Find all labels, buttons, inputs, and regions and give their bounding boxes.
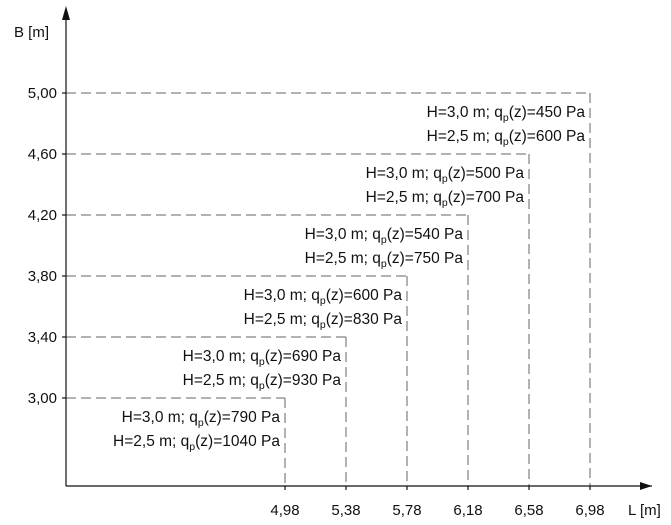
zone-label-suffix: (z)=830 Pa: [326, 311, 403, 328]
zone-label-prefix: H=3,0 m; q: [366, 165, 442, 182]
y-tick-label: 3,00: [28, 390, 57, 407]
zone-label-suffix: (z)=450 Pa: [509, 104, 586, 121]
zone-label-subscript: p: [198, 417, 204, 429]
zone-label-subscript: p: [259, 356, 265, 368]
x-tick-label: 4,98: [270, 502, 299, 519]
zone-label-subscript: p: [189, 441, 195, 453]
zone-boundaries: [66, 92, 591, 486]
y-tick-label: 5,00: [28, 85, 57, 102]
zone-label-suffix: (z)=750 Pa: [387, 250, 464, 267]
x-tick-label: 6,18: [453, 502, 482, 519]
zone-labels: H=3,0 m; qp(z)=790 PaH=2,5 m; qp(z)=1040…: [113, 104, 585, 453]
zone-label-subscript: p: [320, 295, 326, 307]
zone-label-h25: H=2,5 m; qp(z)=930 Pa: [183, 372, 342, 392]
y-tick-label: 4,60: [28, 146, 57, 163]
x-tick-label: 6,58: [514, 502, 543, 519]
y-tick-label: 3,80: [28, 268, 57, 285]
zone-label-suffix: (z)=690 Pa: [265, 348, 342, 365]
y-tick-label: 3,40: [28, 329, 57, 346]
zone-label-suffix: (z)=500 Pa: [448, 165, 525, 182]
zone-label-h25: H=2,5 m; qp(z)=600 Pa: [427, 128, 586, 148]
y-axis-arrowhead: [62, 6, 70, 20]
y-axis-title: B [m]: [14, 24, 49, 41]
zone-label-prefix: H=2,5 m; q: [183, 372, 259, 389]
zone-label-subscript: p: [381, 258, 387, 270]
zone-label-h25: H=2,5 m; qp(z)=700 Pa: [366, 189, 525, 209]
zone-label-subscript: p: [442, 197, 448, 209]
zone-label-prefix: H=3,0 m; q: [183, 348, 259, 365]
zone-label-h25: H=2,5 m; qp(z)=1040 Pa: [113, 433, 280, 453]
zone-label-suffix: (z)=1040 Pa: [195, 433, 280, 450]
zone-label-h30: H=3,0 m; qp(z)=790 Pa: [122, 409, 281, 429]
zone-label-prefix: H=2,5 m; q: [427, 128, 503, 145]
zone-label-h25: H=2,5 m; qp(z)=750 Pa: [305, 250, 464, 270]
zone-label-h30: H=3,0 m; qp(z)=540 Pa: [305, 226, 464, 246]
zone-label-subscript: p: [503, 112, 509, 124]
axes: B [m] L [m]: [14, 6, 661, 519]
zone-label-subscript: p: [442, 173, 448, 185]
zone-label-suffix: (z)=930 Pa: [265, 372, 342, 389]
zone-label-suffix: (z)=790 Pa: [204, 409, 281, 426]
zone-label-h25: H=2,5 m; qp(z)=830 Pa: [244, 311, 403, 331]
zone-label-prefix: H=3,0 m; q: [427, 104, 503, 121]
zone-label-subscript: p: [320, 319, 326, 331]
zone-label-prefix: H=2,5 m; q: [244, 311, 320, 328]
tick-labels: 3,00 4,98 3,40 5,38 3,80 5,78 4,20 6,18 4,60 6,58…: [28, 85, 605, 519]
x-tick-label: 5,38: [331, 502, 360, 519]
zone-label-prefix: H=2,5 m; q: [366, 189, 442, 206]
x-axis-arrowhead: [640, 482, 652, 490]
zone-label-subscript: p: [259, 380, 265, 392]
zone-label-prefix: H=2,5 m; q: [113, 433, 189, 450]
y-tick-label: 4,20: [28, 207, 57, 224]
zone-label-h30: H=3,0 m; qp(z)=500 Pa: [366, 165, 525, 185]
x-tick-label: 5,78: [392, 502, 421, 519]
zone-label-suffix: (z)=540 Pa: [387, 226, 464, 243]
zone-label-suffix: (z)=700 Pa: [448, 189, 525, 206]
zone-label-prefix: H=3,0 m; q: [244, 287, 320, 304]
zone-label-suffix: (z)=600 Pa: [326, 287, 403, 304]
zone-label-h30: H=3,0 m; qp(z)=690 Pa: [183, 348, 342, 368]
zone-label-prefix: H=2,5 m; q: [305, 250, 381, 267]
x-axis-title: L [m]: [628, 502, 661, 519]
x-tick-label: 6,98: [575, 502, 604, 519]
zone-label-subscript: p: [381, 234, 387, 246]
zone-label-prefix: H=3,0 m; q: [122, 409, 198, 426]
zone-label-h30: H=3,0 m; qp(z)=450 Pa: [427, 104, 586, 124]
zone-label-suffix: (z)=600 Pa: [509, 128, 586, 145]
zone-label-subscript: p: [503, 136, 509, 148]
zone-label-prefix: H=3,0 m; q: [305, 226, 381, 243]
zone-label-h30: H=3,0 m; qp(z)=600 Pa: [244, 287, 403, 307]
